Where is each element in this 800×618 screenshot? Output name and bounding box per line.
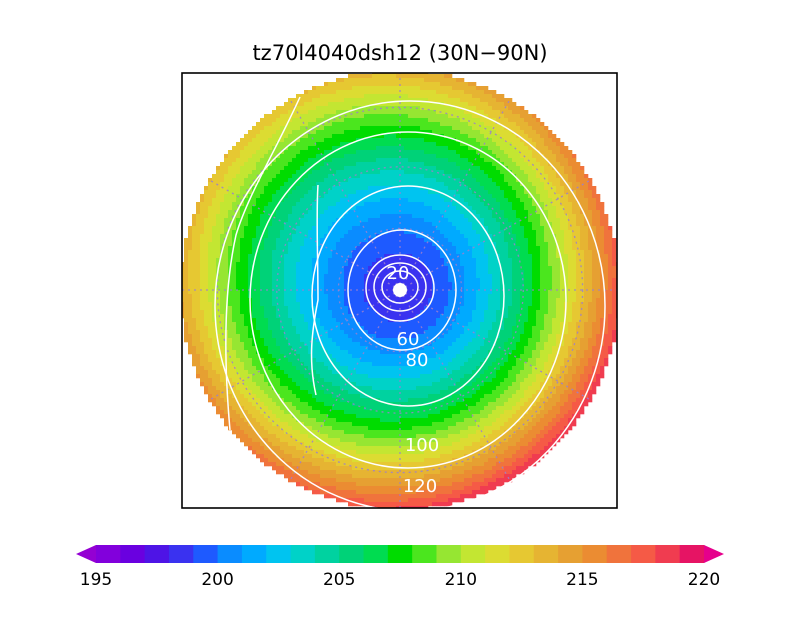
map-frame: [181, 72, 618, 509]
colorbar-cell: [217, 545, 243, 563]
contour-labels: 20 60 80 100 120: [387, 263, 440, 497]
contour-line: [214, 100, 606, 508]
contour-line: [347, 229, 457, 351]
temperature-shading: [182, 73, 617, 508]
colorbar-cell: [485, 545, 510, 563]
contour-line: [373, 262, 427, 312]
colorbar-tick-label: 215: [566, 570, 598, 590]
polar-map: [182, 73, 617, 508]
contour-line: [381, 270, 419, 304]
chart-title: tz70l4040dsh12 (30N−90N): [252, 41, 547, 65]
colorbar-cell: [558, 545, 583, 563]
colorbar-cell: [266, 545, 291, 563]
colorbar-tick-labels: 195 200 205 210 215 220: [80, 570, 720, 590]
contour-line: [310, 184, 319, 396]
colorbar-tick-label: 195: [80, 570, 112, 590]
meridian-line: [399, 289, 591, 401]
colorbar-cell: [96, 545, 121, 563]
colorbar-cell: [679, 545, 705, 563]
colorbar-extend-low: [76, 545, 96, 563]
colorbar-cell: [339, 545, 364, 563]
colorbar-cell: [655, 545, 681, 563]
north-pole-marker: [393, 283, 407, 297]
colorbar-cell: [582, 545, 608, 563]
colorbar-cell: [120, 545, 146, 563]
meridian-line: [209, 179, 401, 291]
colorbar-cell: [363, 545, 389, 563]
meridian-line: [399, 99, 511, 291]
contour-line: [225, 96, 301, 431]
colorbar-cell: [314, 545, 340, 563]
colorbar-cell: [387, 545, 413, 563]
contour-label-120: 120: [403, 476, 437, 497]
colorbar-cell: [533, 545, 559, 563]
colorbar-cell: [144, 545, 170, 563]
contour-lines: [214, 96, 606, 508]
meridian-line: [289, 99, 401, 291]
colorbar-cell: [436, 545, 462, 563]
colorbar-tick-label: 210: [445, 570, 477, 590]
colorbar-tick-label: 200: [201, 570, 233, 590]
lat-lon-grid: [182, 73, 617, 508]
meridian-line: [289, 289, 401, 481]
colorbar-tick-label: 220: [688, 570, 720, 590]
colorbar: 195 200 205 210 215 220: [76, 545, 724, 590]
contour-line: [311, 185, 505, 407]
contour-line: [365, 254, 435, 322]
contour-label-80: 80: [406, 350, 429, 371]
colorbar-cell: [168, 545, 194, 563]
colorbar-tick-label: 205: [323, 570, 355, 590]
meridian-line: [399, 289, 511, 481]
colorbar-cells: [76, 545, 724, 563]
latitude-circle: [276, 166, 524, 414]
colorbar-cell: [509, 545, 535, 563]
contour-label-20: 20: [387, 263, 410, 284]
colorbar-cell: [412, 545, 437, 563]
colorbar-cell: [460, 545, 486, 563]
meridian-line: [399, 179, 591, 291]
latitude-circle: [216, 106, 584, 474]
colorbar-extend-high: [704, 545, 724, 563]
colorbar-cell: [631, 545, 656, 563]
colorbar-cell: [241, 545, 267, 563]
colorbar-cell: [193, 545, 218, 563]
colorbar-cell: [606, 545, 632, 563]
meridian-line: [209, 289, 401, 401]
contour-line: [249, 131, 567, 469]
colorbar-cell: [290, 545, 316, 563]
contour-label-100: 100: [405, 435, 439, 456]
contour-label-60: 60: [397, 329, 420, 350]
